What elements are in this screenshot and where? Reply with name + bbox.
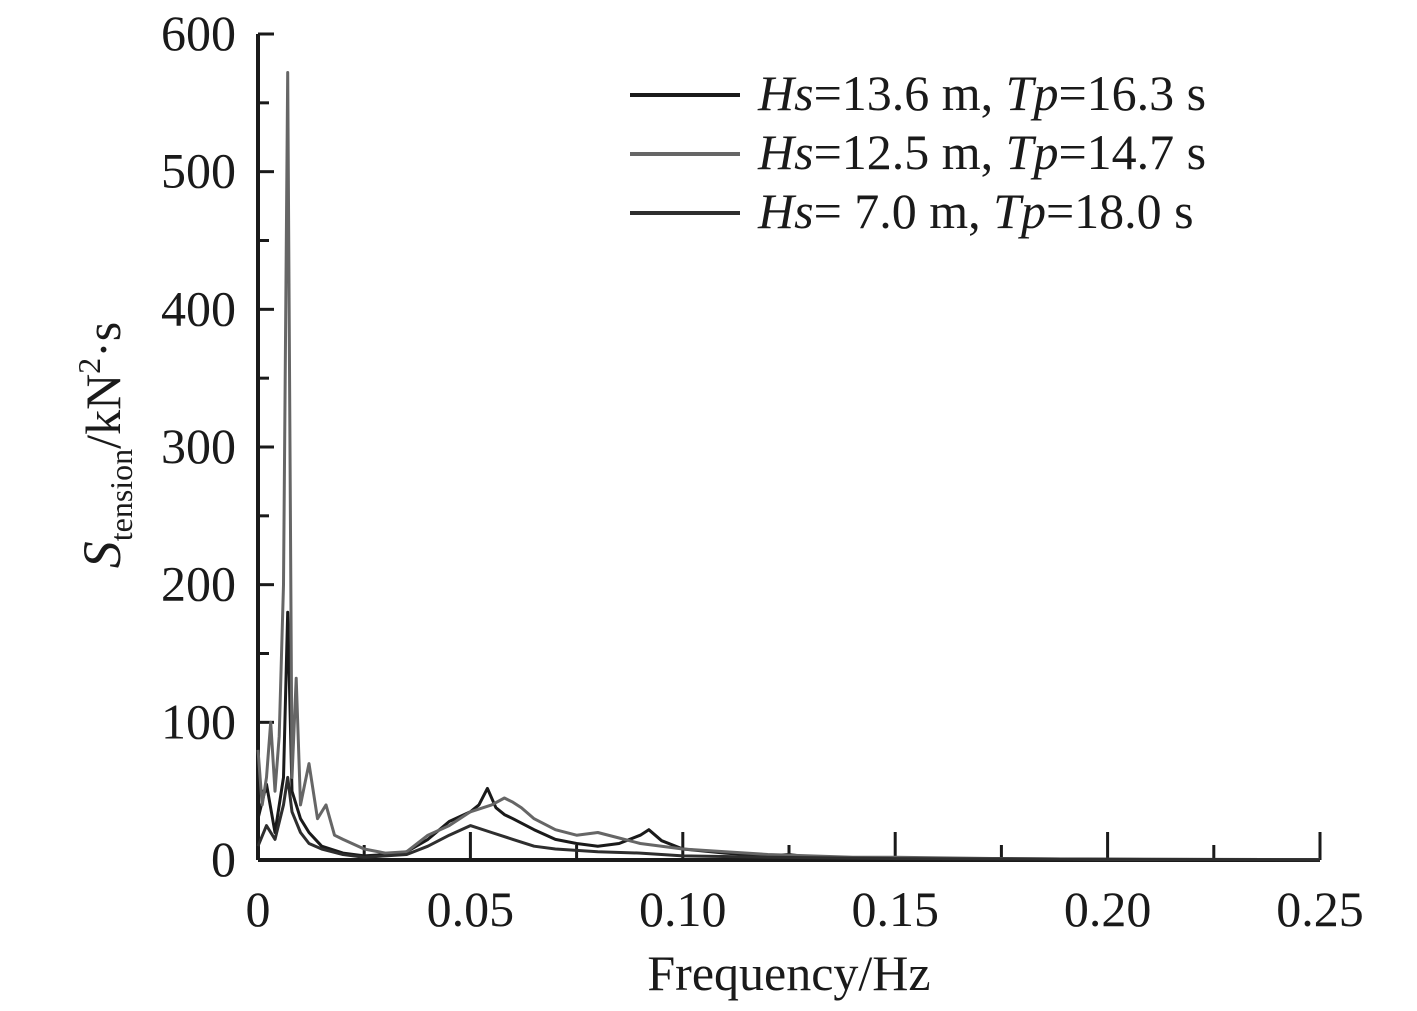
x-tick-label: 0 (246, 881, 271, 937)
series-layer (256, 71, 1321, 862)
legend: Hs=13.6 m, Tp=16.3 s Hs=12.5 m, Tp=14.7 … (630, 65, 1206, 239)
x-tick-label: 0.05 (427, 881, 515, 937)
legend-label-2: Hs=12.5 m, Tp=14.7 s (757, 124, 1206, 180)
x-axis-title: Frequency/Hz (647, 945, 930, 1001)
x-tick-label: 0.10 (639, 881, 727, 937)
y-tick-label: 500 (161, 143, 236, 199)
x-tick-label: 0.20 (1064, 881, 1152, 937)
y-tick-label: 600 (161, 5, 236, 61)
y-axis-title: Stension/kN2·s (71, 322, 139, 569)
series-line-1 (256, 610, 1321, 862)
y-tick-label: 100 (161, 693, 236, 749)
x-ticks: 0 0.05 0.10 0.15 0.20 0.25 (246, 832, 1364, 937)
x-tick-label: 0.25 (1276, 881, 1364, 937)
y-tick-label: 200 (161, 556, 236, 612)
y-ticks: 0 100 200 300 400 500 600 (161, 5, 274, 887)
x-tick-label: 0.15 (851, 881, 939, 937)
series-line-2 (256, 71, 1321, 862)
legend-item-3: Hs= 7.0 m, Tp=18.0 s (630, 183, 1194, 239)
y-tick-label: 300 (161, 418, 236, 474)
legend-label-3: Hs= 7.0 m, Tp=18.0 s (757, 183, 1194, 239)
y-tick-label: 400 (161, 280, 236, 336)
series-line-3 (256, 775, 1321, 862)
legend-item-1: Hs=13.6 m, Tp=16.3 s (630, 65, 1206, 121)
y-tick-label: 0 (211, 831, 236, 887)
legend-item-2: Hs=12.5 m, Tp=14.7 s (630, 124, 1206, 180)
legend-label-1: Hs=13.6 m, Tp=16.3 s (757, 65, 1206, 121)
